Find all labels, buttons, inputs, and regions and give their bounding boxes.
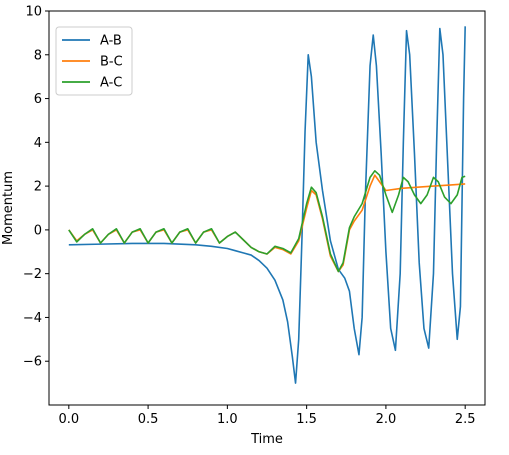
y-tick-label: 2 xyxy=(34,180,42,195)
y-tick-label: 4 xyxy=(34,136,42,151)
x-tick-label: 2.0 xyxy=(376,412,397,427)
x-axis-label: Time xyxy=(250,432,283,447)
axes-frame xyxy=(48,10,486,406)
x-tick-label: 1.5 xyxy=(296,412,317,427)
x-tick-label: 0.0 xyxy=(58,412,79,427)
legend-label: B-C xyxy=(100,55,123,70)
x-tick-label: 0.5 xyxy=(138,412,159,427)
legend: A-B B-C A-C xyxy=(55,26,133,96)
x-axis-ticks: 0.0 0.5 1.0 1.5 2.0 2.5 xyxy=(58,405,476,427)
y-axis-ticks: −6 −4 −2 0 2 4 6 8 10 xyxy=(23,5,49,370)
y-axis-label: Momentum xyxy=(1,171,16,245)
legend-box xyxy=(55,26,133,96)
y-tick-label: 0 xyxy=(34,223,42,238)
y-tick-label: −2 xyxy=(23,267,42,282)
legend-label: A-C xyxy=(100,76,122,91)
y-tick-label: −4 xyxy=(23,311,42,326)
y-tick-label: −6 xyxy=(23,355,42,370)
x-tick-label: 2.5 xyxy=(455,412,476,427)
y-tick-label: 6 xyxy=(34,92,42,107)
series-line-a-b xyxy=(68,26,466,384)
y-tick-label: 8 xyxy=(34,48,42,63)
x-tick-label: 1.0 xyxy=(217,412,238,427)
plot-area xyxy=(48,10,486,406)
series-layer xyxy=(68,26,466,384)
legend-label: A-B xyxy=(100,34,122,49)
series-line-a-c xyxy=(68,169,466,273)
y-tick-label: 10 xyxy=(25,5,42,20)
